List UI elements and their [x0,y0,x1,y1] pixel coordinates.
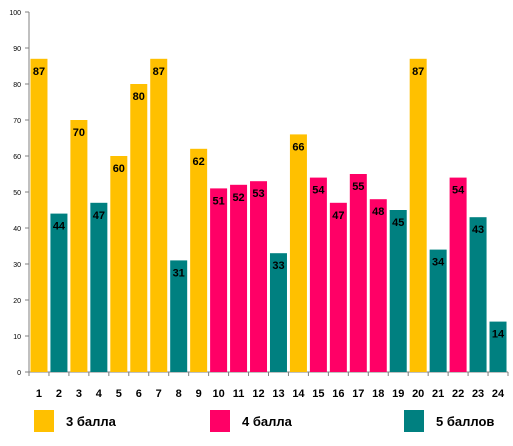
data-label-1: 87 [33,66,45,78]
data-label-10: 51 [212,195,224,207]
y-tick-label: 40 [13,226,21,233]
data-label-24: 14 [492,329,505,341]
data-label-7: 87 [153,66,165,78]
legend-swatch [404,410,424,432]
data-label-4: 47 [93,210,105,222]
x-tick-label-23: 23 [472,388,484,400]
data-label-20: 87 [412,66,424,78]
x-tick-label-18: 18 [372,388,384,400]
bar-7 [150,58,168,373]
data-label-3: 70 [73,127,85,139]
bar-14 [289,134,307,372]
x-tick-label-6: 6 [136,388,142,400]
data-label-2: 44 [53,221,66,233]
data-label-17: 55 [352,181,364,193]
bar-12 [250,181,268,372]
data-label-14: 66 [292,141,304,153]
bar-19 [389,210,407,372]
x-tick-label-17: 17 [352,388,364,400]
x-tick-label-13: 13 [272,388,284,400]
x-tick-label-1: 1 [36,388,42,400]
bar-21 [429,249,447,372]
bar-6 [130,84,148,372]
y-tick-label: 30 [13,262,21,269]
y-tick-label: 100 [9,10,21,17]
x-tick-label-4: 4 [96,388,103,400]
bar-16 [329,202,347,372]
data-label-11: 52 [232,192,244,204]
legend-swatch [34,410,54,432]
bar-chart: 0102030405060708090100871442703474605806… [9,10,509,400]
x-tick-label-24: 24 [492,388,505,400]
x-tick-label-8: 8 [176,388,182,400]
legend-label: 5 баллов [436,413,495,429]
bar-10 [210,188,228,372]
bar-13 [269,253,287,372]
y-tick-label: 70 [13,118,21,125]
bar-23 [469,217,487,372]
data-label-9: 62 [193,156,205,168]
data-label-8: 31 [173,267,185,279]
data-label-15: 54 [312,185,325,197]
bar-15 [309,177,327,372]
x-tick-label-2: 2 [56,388,62,400]
data-label-23: 43 [472,224,484,236]
x-tick-label-19: 19 [392,388,404,400]
y-tick-label: 90 [13,46,21,53]
bar-4 [90,202,108,372]
x-tick-label-15: 15 [312,388,324,400]
y-tick-label: 10 [13,334,21,341]
bar-17 [349,174,367,372]
data-label-19: 45 [392,217,404,229]
data-label-12: 53 [252,188,264,200]
bar-2 [50,213,68,372]
y-tick-label: 80 [13,82,21,89]
x-tick-label-5: 5 [116,388,122,400]
bar-24 [489,321,507,372]
bar-20 [409,58,427,373]
bar-1 [30,58,48,373]
x-tick-label-22: 22 [452,388,464,400]
bar-8 [170,260,188,372]
bar-9 [190,148,208,372]
data-label-21: 34 [432,257,445,269]
legend-item: 3 балла [34,410,116,432]
legend-item: 4 балла [210,410,292,432]
y-tick-label: 20 [13,298,21,305]
data-label-13: 33 [272,260,284,272]
x-tick-label-10: 10 [212,388,224,400]
data-label-22: 54 [452,185,465,197]
bar-22 [449,177,467,372]
x-tick-label-9: 9 [196,388,202,400]
legend-item: 5 баллов [404,410,494,432]
legend-label: 4 балла [242,413,292,429]
x-tick-label-20: 20 [412,388,424,400]
y-tick-label: 60 [13,154,21,161]
x-tick-label-21: 21 [432,388,444,400]
legend-label: 3 балла [66,413,116,429]
x-tick-label-14: 14 [292,388,305,400]
bar-5 [110,156,128,372]
legend-swatch [210,410,230,432]
data-label-6: 80 [133,91,145,103]
x-tick-label-7: 7 [156,388,162,400]
legend: 3 балла 4 балла 5 баллов [0,404,513,444]
x-tick-label-11: 11 [233,388,245,400]
data-label-5: 60 [113,163,125,175]
y-tick-label: 0 [17,370,21,377]
x-tick-label-16: 16 [332,388,344,400]
bar-3 [70,120,88,372]
bar-11 [230,184,248,372]
y-tick-label: 50 [13,190,21,197]
x-tick-label-12: 12 [252,388,264,400]
data-label-16: 47 [332,210,344,222]
data-label-18: 48 [372,206,384,218]
x-tick-label-3: 3 [76,388,82,400]
bar-18 [369,199,387,372]
